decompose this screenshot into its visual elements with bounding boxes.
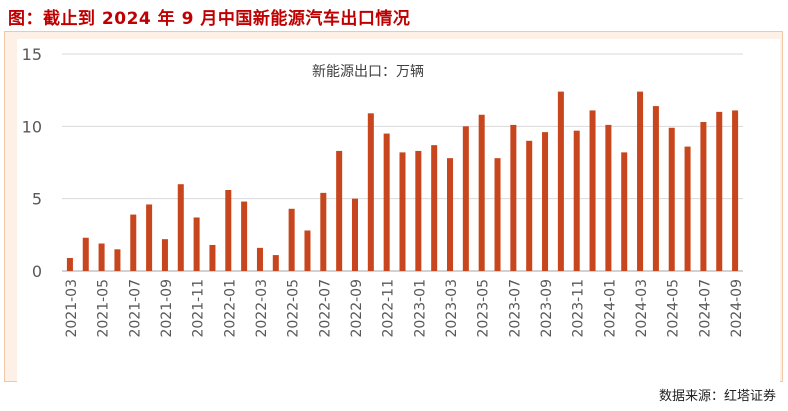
bar-2021-08 [146, 204, 153, 271]
chart-frame: 0 5 10 15 2021-03 2021-05 2021-07 2021-09 2021-… [4, 31, 783, 382]
bar-2024-07 [700, 121, 707, 271]
bar-2021-11 [193, 217, 200, 271]
bar-2024-01 [605, 124, 612, 272]
bar-2022-06 [304, 230, 311, 271]
bar-2021-04 [82, 237, 89, 271]
x-tick-label: 2022-09 [349, 279, 365, 338]
bar-2022-12 [399, 152, 406, 271]
x-tick-label: 2023-03 [444, 279, 460, 338]
bar-2023-03 [447, 158, 454, 271]
x-tick-label: 2023-07 [507, 279, 523, 338]
bar-2023-05 [478, 114, 485, 271]
bar-2024-06 [684, 146, 691, 271]
x-tick-label: 2022-01 [222, 279, 238, 338]
bar-2021-06 [114, 249, 121, 271]
x-tick-label: 2024-03 [634, 279, 650, 338]
x-tick-label: 2021-05 [96, 279, 112, 338]
x-tick-label: 2023-05 [476, 279, 492, 338]
x-tick-label: 2024-05 [666, 279, 682, 338]
bar-2024-03 [637, 91, 644, 271]
bar-2023-10 [557, 91, 564, 271]
chart-title: 图：截止到 2024 年 9 月中国新能源汽车出口情况 [8, 9, 411, 29]
bar-2022-07 [320, 192, 327, 271]
bar-2023-04 [462, 126, 469, 271]
bar-2022-01 [225, 189, 232, 271]
bar-2023-06 [494, 158, 501, 271]
bar-2024-05 [668, 127, 675, 271]
bar-2022-05 [288, 208, 295, 271]
y-tick-label: 15 [22, 45, 42, 64]
x-tick-label: 2022-03 [254, 279, 270, 338]
bar-2024-04 [652, 106, 659, 271]
x-tick-label: 2023-09 [539, 279, 555, 338]
bar-2023-12 [589, 110, 596, 271]
bar-2023-02 [431, 145, 438, 271]
bar-2022-10 [367, 113, 374, 272]
y-tick-label: 5 [32, 190, 42, 209]
bar-2022-02 [241, 201, 248, 271]
x-tick-label: 2024-07 [697, 279, 713, 338]
x-tick-label: 2022-11 [381, 279, 397, 338]
bar-2024-09 [732, 110, 739, 271]
bar-2023-01 [415, 150, 422, 271]
x-tick-label: 2021-03 [64, 279, 80, 338]
x-tick-label: 2024-09 [729, 279, 745, 338]
x-tick-label: 2022-07 [317, 279, 333, 338]
y-axis-ticks: 0 5 10 15 [22, 45, 42, 281]
bar-2021-07 [130, 214, 137, 271]
bar-2022-08 [336, 150, 343, 271]
bar-2023-11 [573, 130, 580, 271]
bar-2024-08 [716, 111, 723, 271]
x-tick-label: 2021-07 [127, 279, 143, 338]
y-tick-label: 0 [32, 262, 42, 281]
x-tick-label: 2021-11 [191, 279, 207, 338]
bar-2022-03 [256, 247, 263, 271]
bar-2022-04 [272, 255, 279, 271]
bar-2023-09 [542, 132, 549, 271]
bar-2021-09 [161, 239, 168, 271]
bar-2023-08 [526, 140, 533, 271]
bars [66, 91, 739, 272]
bar-2022-09 [351, 198, 358, 271]
x-tick-label: 2023-11 [571, 279, 587, 338]
plot-panel: 0 5 10 15 2021-03 2021-05 2021-07 2021-09 2021-… [17, 39, 780, 382]
bar-2022-11 [383, 133, 390, 271]
x-tick-label: 2022-05 [286, 279, 302, 338]
unit-annotation: 新能源出口：万辆 [312, 64, 424, 80]
x-tick-label: 2024-01 [602, 279, 618, 338]
bar-2021-05 [98, 243, 105, 271]
bar-2021-03 [66, 257, 73, 271]
x-axis-ticks: 2021-03 2021-05 2021-07 2021-09 2021-11 2022-… [64, 279, 745, 338]
bar-2021-12 [209, 244, 216, 271]
x-tick-label: 2023-01 [412, 279, 428, 338]
bar-2024-02 [621, 152, 628, 271]
bar-2021-10 [177, 184, 184, 271]
x-tick-label: 2021-09 [159, 279, 175, 338]
bar-2023-07 [510, 124, 517, 272]
y-tick-label: 10 [22, 117, 42, 136]
source-note: 数据来源：红塔证券 [658, 389, 776, 404]
